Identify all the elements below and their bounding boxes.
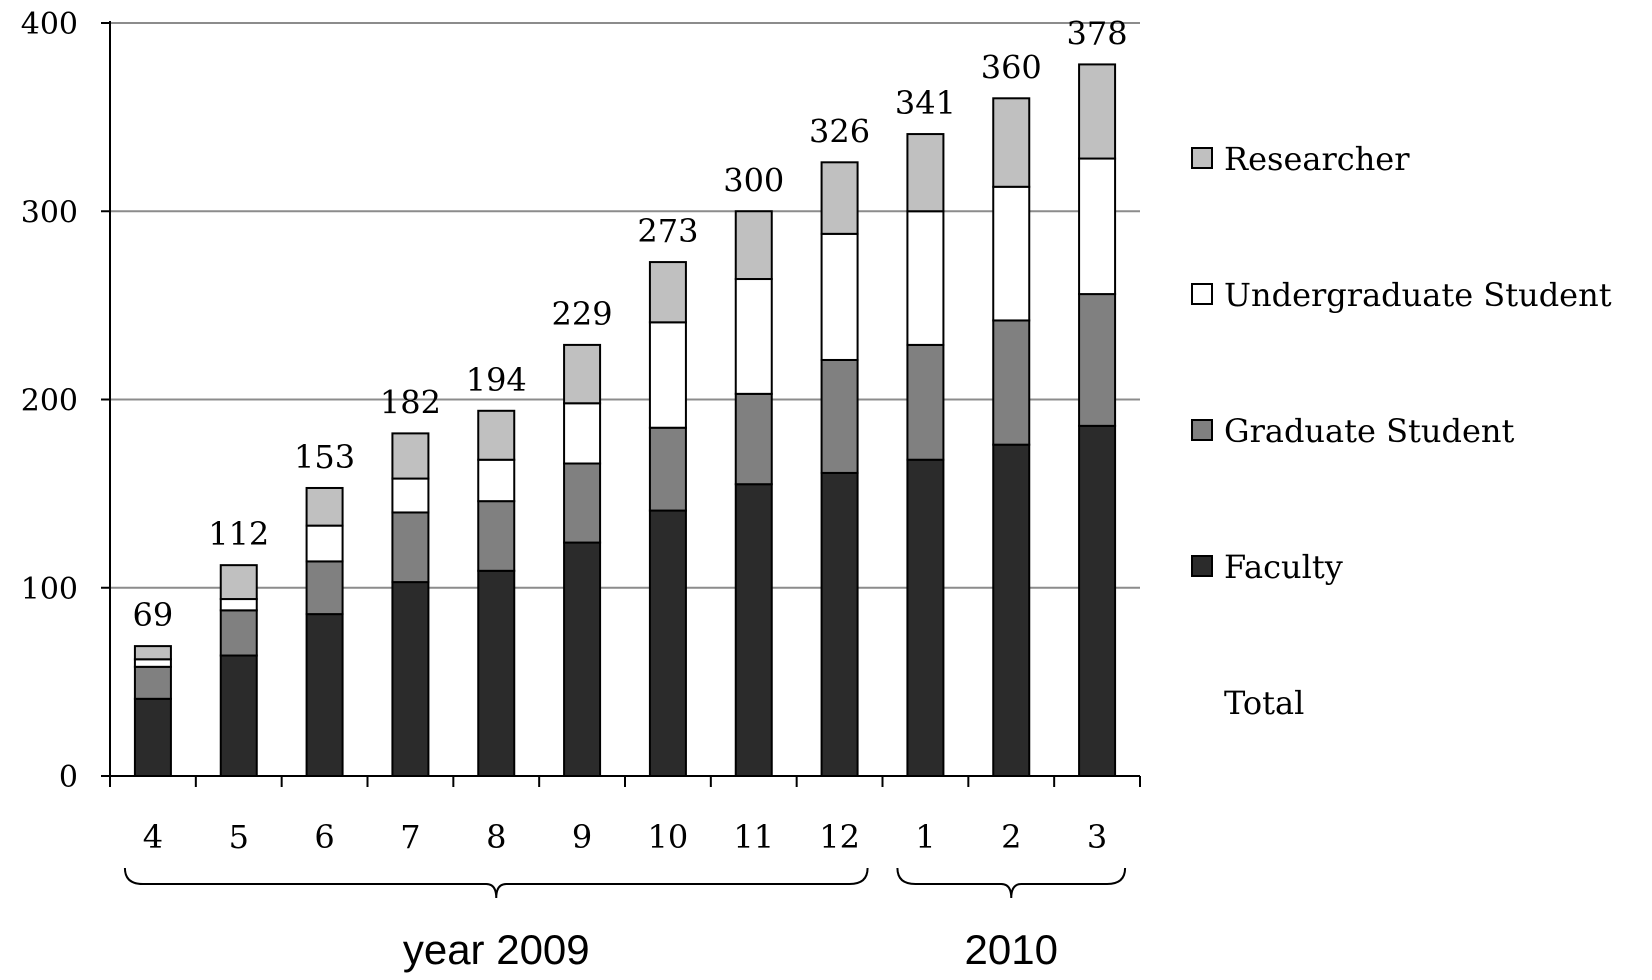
bar-researcher [477,409,516,461]
data-label-total: 69 [133,596,174,634]
legend-swatch-undergraduate-student [1191,283,1213,305]
bar-graduate-student [734,392,773,486]
legend-swatch-researcher [1191,147,1213,169]
y-tick-label: 200 [21,384,78,419]
data-label-total: 273 [637,212,698,250]
bar-researcher [734,210,773,281]
bar-graduate-student [219,609,258,657]
bar-faculty [1078,424,1117,777]
bar-undergraduate-student [648,321,687,429]
bar-graduate-student [992,319,1031,446]
bar-faculty [563,541,602,777]
data-label-total: 112 [208,515,269,553]
bar-faculty [734,483,773,777]
bar-researcher [906,133,945,213]
bar-faculty [305,613,344,777]
bar-researcher [219,564,258,601]
bar-graduate-student [1078,293,1117,427]
legend: Researcher Undergraduate Student Graduate … [1191,140,1612,722]
bar-researcher [563,343,602,405]
bar-undergraduate-student [391,477,430,514]
x-tick-label: 1 [915,818,935,856]
bar-graduate-student [305,560,344,616]
bar-undergraduate-student [563,402,602,465]
group-brace [123,867,869,899]
x-tick-label: 12 [819,818,860,856]
group-brace [896,867,1127,899]
bar-graduate-student [648,426,687,512]
bar-graduate-student [391,511,430,584]
bar-undergraduate-student [1078,157,1117,296]
bar-researcher [648,261,687,324]
x-tick-label: 7 [400,818,420,856]
bar-graduate-student [563,462,602,544]
data-label-total: 182 [380,383,441,421]
bar-undergraduate-student [219,598,258,612]
bar-faculty [477,569,516,777]
bars [133,63,1117,778]
bar-faculty [391,581,430,777]
x-tick-label: 8 [486,818,506,856]
data-label-total: 360 [981,48,1042,86]
x-tick-label: 3 [1087,818,1107,856]
x-tick-label: 11 [733,818,774,856]
bar-researcher [1078,63,1117,160]
legend-label: Undergraduate Student [1224,276,1612,314]
y-tick-label: 400 [21,7,78,42]
bar-researcher [305,486,344,527]
x-tick-label: 2 [1001,818,1021,856]
bar-undergraduate-student [906,210,945,346]
legend-swatch-faculty [1191,555,1213,577]
labels: 0100200300400694112515361827194822992731… [21,7,1128,973]
bar-faculty [820,471,859,777]
group-label: year 2009 [403,926,590,973]
bar-graduate-student [133,665,172,700]
data-label-total: 153 [294,438,355,476]
bar-undergraduate-student [992,185,1031,322]
group-label: 2010 [965,926,1058,973]
x-tick-label: 6 [314,818,334,856]
bar-graduate-student [820,358,859,474]
bar-undergraduate-student [820,232,859,361]
bar-undergraduate-student [305,524,344,563]
bar-faculty [219,654,258,778]
bar-undergraduate-student [133,658,172,668]
data-label-total: 378 [1067,14,1128,52]
legend-label: Total [1224,684,1304,722]
x-tick-label: 9 [572,818,592,856]
data-label-total: 300 [723,161,784,199]
y-tick-label: 300 [21,195,78,230]
bar-researcher [992,97,1031,188]
legend-swatch-graduate-student [1191,419,1213,441]
y-tick-label: 0 [59,760,78,795]
bar-faculty [133,697,172,778]
legend-label: Graduate Student [1224,412,1515,450]
x-tick-label: 10 [648,818,689,856]
bar-researcher [133,645,172,661]
bar-researcher [820,161,859,235]
x-tick-label: 4 [143,818,163,856]
bar-faculty [648,509,687,777]
bar-graduate-student [477,500,516,572]
y-tick-label: 100 [21,572,78,607]
data-label-total: 326 [809,112,870,150]
legend-label: Faculty [1224,548,1343,586]
legend-label: Researcher [1224,140,1410,178]
data-label-total: 194 [466,361,527,399]
bar-graduate-student [906,343,945,461]
axes [101,21,1141,899]
bar-undergraduate-student [477,458,516,503]
data-label-total: 341 [895,84,956,122]
data-label-total: 229 [552,295,613,333]
bar-faculty [906,458,945,777]
x-tick-label: 5 [229,818,249,856]
gridlines [110,22,1140,589]
bar-researcher [391,432,430,480]
bar-undergraduate-student [734,278,773,395]
bar-faculty [992,443,1031,777]
